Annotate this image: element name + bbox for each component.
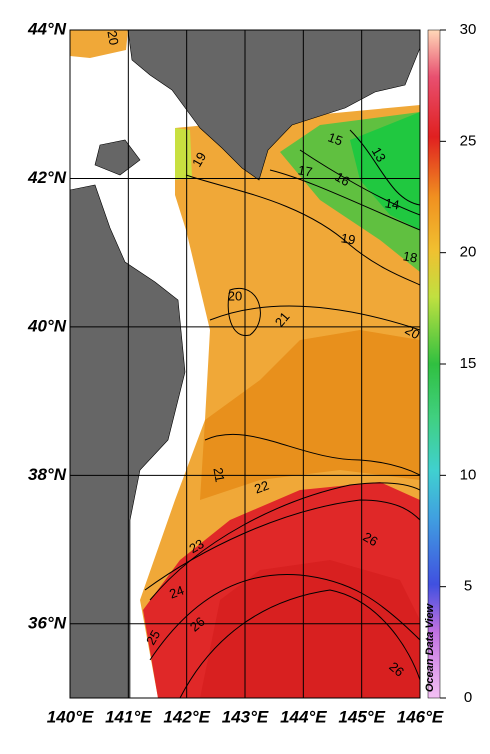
contour-label: 20 <box>104 29 121 46</box>
colorbar-tick-label: 25 <box>460 132 477 149</box>
colorbar <box>427 29 441 699</box>
contour-label: 19 <box>189 149 209 169</box>
watermark: Ocean Data View <box>424 602 436 692</box>
contour-label: 25 <box>143 627 163 647</box>
contour-label: 24 <box>167 582 186 601</box>
colorbar-tick-label: 20 <box>460 244 477 261</box>
y-tick-label: 36°N <box>28 613 67 632</box>
x-tick-label: 143°E <box>222 707 269 726</box>
contour-label: 19 <box>340 230 357 247</box>
y-tick-label: 40°N <box>27 316 67 335</box>
colorbar-tick-label: 0 <box>464 689 472 706</box>
contour-label: 20 <box>228 288 242 303</box>
x-tick-label: 142°E <box>163 707 210 726</box>
contour-label: 18 <box>402 248 419 265</box>
contour-label: 22 <box>252 477 271 496</box>
contour-label: 21 <box>210 466 227 483</box>
colorbar-tick-label: 15 <box>460 355 477 372</box>
x-tick-label: 141°E <box>105 707 152 726</box>
colorbar-tick-label: 30 <box>460 21 477 38</box>
contour-label: 16 <box>333 169 353 189</box>
contour-label: 20 <box>403 322 423 342</box>
contour-label: 15 <box>326 129 345 148</box>
contour-label: 17 <box>297 162 314 179</box>
x-tick-label: 144°E <box>280 707 327 726</box>
y-tick-label: 44°N <box>27 19 67 38</box>
x-tick-label: 146°E <box>397 707 444 726</box>
contour-label: 13 <box>369 144 389 164</box>
x-tick-label: 140°E <box>47 707 94 726</box>
contour-label: 26 <box>361 529 381 549</box>
contour-label: 23 <box>186 536 206 556</box>
colorbar-tick-label: 10 <box>460 466 477 483</box>
y-tick-label: 38°N <box>28 465 67 484</box>
contour-label: 14 <box>384 195 401 212</box>
x-tick-label: 145°E <box>338 707 385 726</box>
colorbar-tick-label: 5 <box>464 578 472 595</box>
y-tick-label: 42°N <box>27 168 67 187</box>
